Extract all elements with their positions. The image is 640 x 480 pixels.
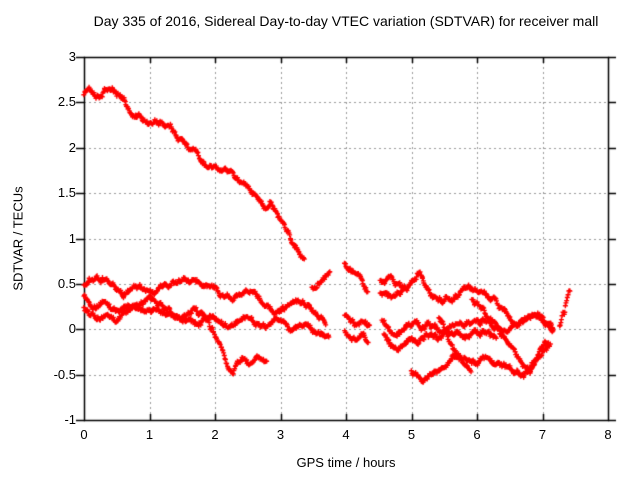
y-tick-label: 1 — [68, 230, 76, 246]
y-tick-label: 2 — [68, 139, 76, 155]
x-tick-label: 7 — [538, 427, 547, 442]
x-tick-label: 2 — [211, 427, 219, 442]
x-tick-label: 8 — [604, 427, 612, 442]
y-tick-label: 2.5 — [57, 94, 76, 110]
y-tick-label: -1 — [64, 412, 76, 427]
x-tick-label: 4 — [342, 427, 350, 442]
x-tick-label: 1 — [145, 427, 154, 442]
y-tick-label: 1.5 — [57, 185, 76, 201]
x-tick-label: 3 — [276, 427, 285, 442]
y-tick-label: 3 — [68, 49, 76, 64]
y-tick-label: 0.5 — [57, 275, 76, 291]
x-tick-label: 6 — [473, 427, 481, 442]
y-tick-label: 0 — [68, 321, 76, 337]
x-axis-label: GPS time / hours — [296, 455, 396, 470]
x-tick-label: 0 — [80, 427, 88, 442]
x-tick-label: 5 — [407, 427, 416, 442]
y-tick-label: -0.5 — [53, 366, 76, 382]
chart-title: Day 335 of 2016, Sidereal Day-to-day VTE… — [93, 13, 599, 29]
